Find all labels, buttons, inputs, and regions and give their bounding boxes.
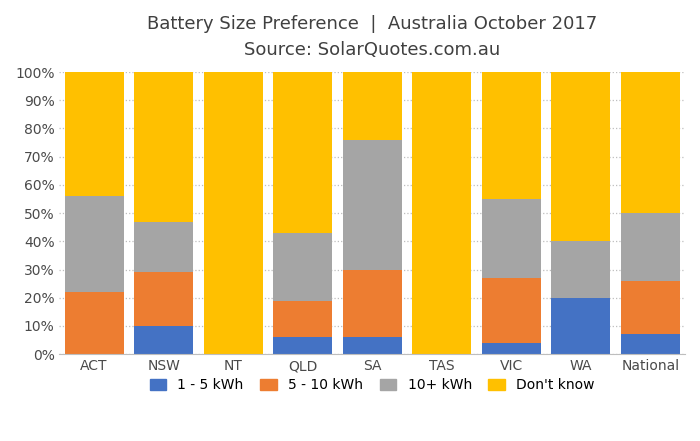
Bar [134,72,193,221]
Bar [551,241,610,298]
Bar [64,196,124,292]
Bar [412,72,471,354]
Title: Battery Size Preference  |  Australia October 2017
Source: SolarQuotes.com.au: Battery Size Preference | Australia Octo… [147,15,597,60]
Bar [273,72,332,233]
Bar [134,221,193,273]
Bar [482,343,541,354]
Bar [482,278,541,343]
Bar [134,326,193,354]
Bar [64,72,124,196]
Bar [342,269,402,337]
Bar [342,140,402,269]
Bar [621,334,680,354]
Bar [134,273,193,326]
Bar [482,72,541,199]
Bar [621,72,680,213]
Bar [342,337,402,354]
Bar [273,301,332,337]
Bar [482,199,541,278]
Bar [273,233,332,301]
Bar [204,72,262,354]
Bar [621,213,680,281]
Bar [273,337,332,354]
Bar [551,72,610,241]
Bar [551,298,610,354]
Bar [621,281,680,334]
Legend: 1 - 5 kWh, 5 - 10 kWh, 10+ kWh, Don't know: 1 - 5 kWh, 5 - 10 kWh, 10+ kWh, Don't kn… [144,373,601,398]
Bar [64,292,124,354]
Bar [342,72,402,140]
